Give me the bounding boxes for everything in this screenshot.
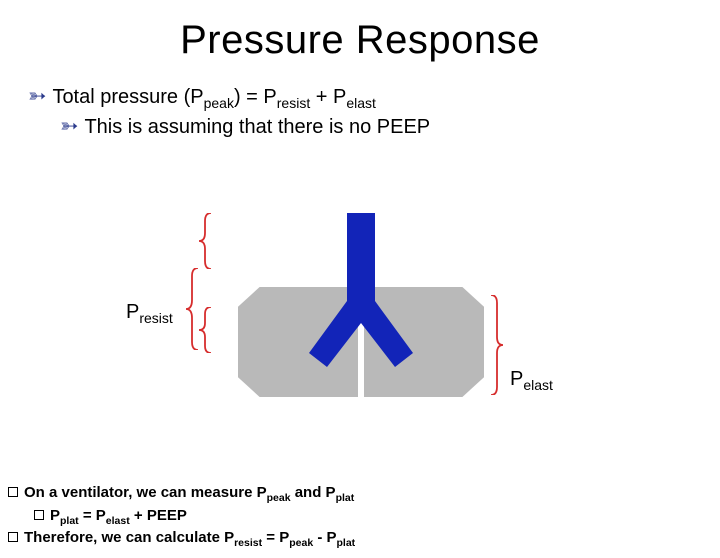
bullet-1-text: Total pressure (Ppeak) = Presist + Pelas… [52,86,376,111]
bullet-marker-icon: ➳ [60,115,78,137]
bracket-icon [489,295,505,395]
bullet-1: ➳ Total pressure (Ppeak) = Presist + Pel… [28,85,720,111]
bracket-icon [199,307,213,353]
bracket-icon [199,213,213,269]
note-line-2: Pplat = Pelast + PEEP [34,506,355,528]
bullet-list: ➳ Total pressure (Ppeak) = Presist + Pel… [28,85,720,139]
pelast-label: Pelast [510,368,553,393]
bottom-notes: On a ventilator, we can measure Ppeak an… [8,483,355,550]
slide-title: Pressure Response [0,18,720,63]
note-line-3: Therefore, we can calculate Presist = Pp… [8,528,355,550]
y-tube-icon [299,213,423,403]
bullet-marker-icon: ➳ [28,85,46,107]
note-line-1: On a ventilator, we can measure Ppeak an… [8,483,355,505]
checkbox-bullet-icon [8,532,18,542]
bullet-2: ➳ This is assuming that there is no PEEP [60,115,720,139]
bullet-2-text: This is assuming that there is no PEEP [84,116,430,139]
checkbox-bullet-icon [8,487,18,497]
checkbox-bullet-icon [34,510,44,520]
lung-diagram: Presist Pelast [150,213,550,403]
bracket-icon [186,268,200,350]
presist-label: Presist [126,301,173,326]
